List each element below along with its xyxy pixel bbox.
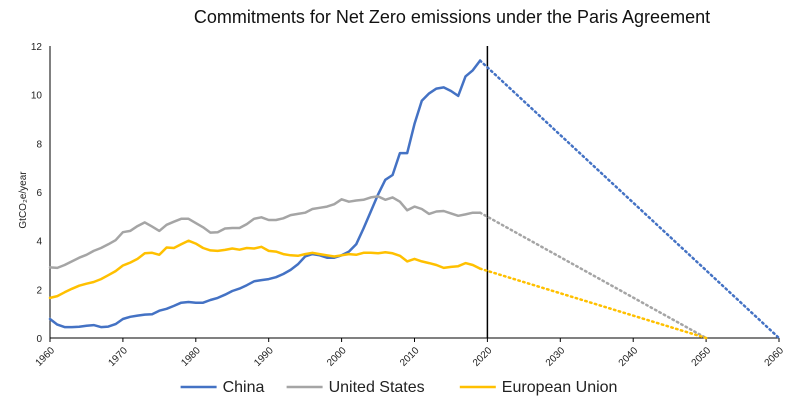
y-axis-label: GtCO₂e/year bbox=[18, 171, 29, 229]
legend-label-china: China bbox=[223, 379, 265, 396]
projection-line-united-states bbox=[478, 211, 708, 340]
projection-line-european-union bbox=[478, 267, 708, 340]
x-tick-label: 1970 bbox=[106, 345, 130, 369]
projection-line-china bbox=[478, 59, 781, 340]
plot-area: 0 2 4 6 8 10 12 1960 1970 1980 1990 2000 2010 2020 203… bbox=[31, 42, 787, 369]
x-tick-label: 2020 bbox=[471, 345, 495, 369]
x-tick-label: 2000 bbox=[325, 345, 349, 369]
series-line-united-states bbox=[48, 195, 482, 270]
legend: China United States European Union bbox=[180, 379, 618, 396]
series-line-china bbox=[48, 59, 482, 329]
x-tick-label: 1980 bbox=[179, 345, 203, 369]
y-tick-label: 4 bbox=[36, 237, 42, 248]
series-line-european-union bbox=[48, 239, 482, 300]
y-tick-label: 2 bbox=[36, 285, 42, 296]
chart-title: Commitments for Net Zero emissions under… bbox=[194, 7, 710, 27]
y-tick-label: 6 bbox=[36, 188, 42, 199]
x-tick-label: 2060 bbox=[763, 345, 787, 369]
y-tick-label: 8 bbox=[36, 139, 42, 150]
x-tick-label: 1960 bbox=[34, 345, 58, 369]
x-tick-label: 2010 bbox=[398, 345, 422, 369]
y-tick-label: 10 bbox=[31, 91, 43, 102]
x-tick-label: 2030 bbox=[544, 345, 568, 369]
x-tick-label: 1990 bbox=[252, 345, 276, 369]
x-tick-label: 2050 bbox=[690, 345, 714, 369]
x-tick-label: 2040 bbox=[617, 345, 641, 369]
y-tick-label: 0 bbox=[36, 334, 42, 345]
legend-label-united-states: United States bbox=[329, 379, 425, 396]
y-tick-label: 12 bbox=[31, 42, 43, 53]
legend-label-european-union: European Union bbox=[502, 379, 618, 396]
